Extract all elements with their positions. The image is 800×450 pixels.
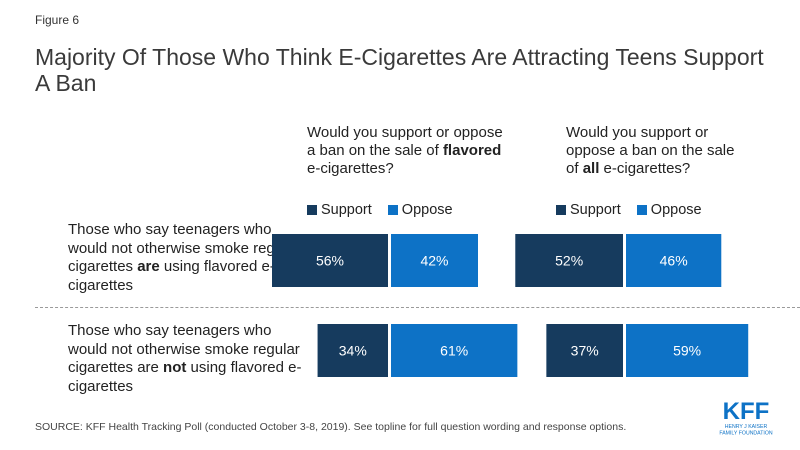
row-divider [35, 307, 800, 308]
logo-sub1: HENRY J KAISER [725, 424, 768, 430]
bar-flavored-not-oppose [391, 324, 518, 377]
question-flavored: Would you support or oppose a ban on the… [307, 124, 507, 178]
row-label-not: Those who say teenagers who would not ot… [68, 322, 308, 396]
legend-support-label: Support [570, 202, 621, 218]
legend-support-swatch [556, 205, 566, 215]
bar-label-flavored-not-support: 34% [339, 343, 367, 359]
chart-title: Majority Of Those Who Think E-Cigarettes… [35, 44, 764, 96]
row-label-are-emph: are [137, 258, 160, 275]
question-flavored-emph: flavored [442, 142, 502, 159]
legend-right: Support Oppose [556, 202, 702, 218]
bar-label-flavored-are-support: 56% [316, 253, 344, 269]
question-flavored-post: e-cigarettes? [307, 160, 394, 177]
bar-all-are-support [515, 234, 623, 287]
bar-label-all-not-support: 37% [571, 343, 599, 359]
legend-oppose-label: Oppose [401, 202, 453, 218]
question-all-emph: all [582, 160, 600, 177]
row-label-not-pre: Those who say teenagers who would not ot… [68, 322, 300, 376]
source-note: SOURCE: KFF Health Tracking Poll (conduc… [35, 421, 627, 433]
row-label-are-pre: Those who say teenagers who would not ot… [68, 221, 300, 275]
legend-oppose-swatch [636, 205, 647, 215]
bar-label-all-not-oppose: 59% [673, 343, 701, 359]
row-label-are: Those who say teenagers who would not ot… [68, 221, 308, 295]
bar-flavored-not-support [317, 324, 388, 377]
bar-label-all-are-support: 52% [555, 253, 583, 269]
bar-flavored-are-support [272, 234, 388, 287]
row-label-not-emph: not [163, 359, 187, 376]
legend-support-swatch [307, 205, 317, 215]
legend-oppose-label: Oppose [650, 202, 702, 218]
bar-flavored-are-oppose [391, 234, 478, 287]
bar-all-not-support [546, 324, 623, 377]
bar-label-flavored-are-oppose: 42% [420, 253, 448, 269]
bar-label-all-are-oppose: 46% [660, 253, 688, 269]
bar-all-are-oppose [626, 234, 722, 287]
bar-all-not-oppose [626, 324, 749, 377]
logo-main: KFF [723, 398, 770, 425]
legend-oppose-swatch [387, 205, 398, 215]
row-label-are-post: using flavored e-cigarettes [68, 258, 275, 294]
question-all-pre: Would you support or oppose a ban on the… [566, 124, 735, 177]
question-all-post: e-cigarettes? [599, 160, 691, 177]
figure-label: Figure 6 [35, 13, 80, 27]
legend-support-label: Support [321, 202, 372, 218]
legend-left: Support Oppose [307, 202, 453, 218]
kff-logo: KFF HENRY J KAISER FAMILY FOUNDATION [719, 398, 773, 437]
logo-sub2: FAMILY FOUNDATION [719, 431, 773, 437]
bar-label-flavored-not-oppose: 61% [440, 343, 468, 359]
question-all: Would you support or oppose a ban on the… [566, 124, 736, 178]
question-flavored-pre: Would you support or oppose a ban on the… [307, 124, 503, 159]
row-label-not-post: using flavored e-cigarettes [68, 359, 302, 395]
